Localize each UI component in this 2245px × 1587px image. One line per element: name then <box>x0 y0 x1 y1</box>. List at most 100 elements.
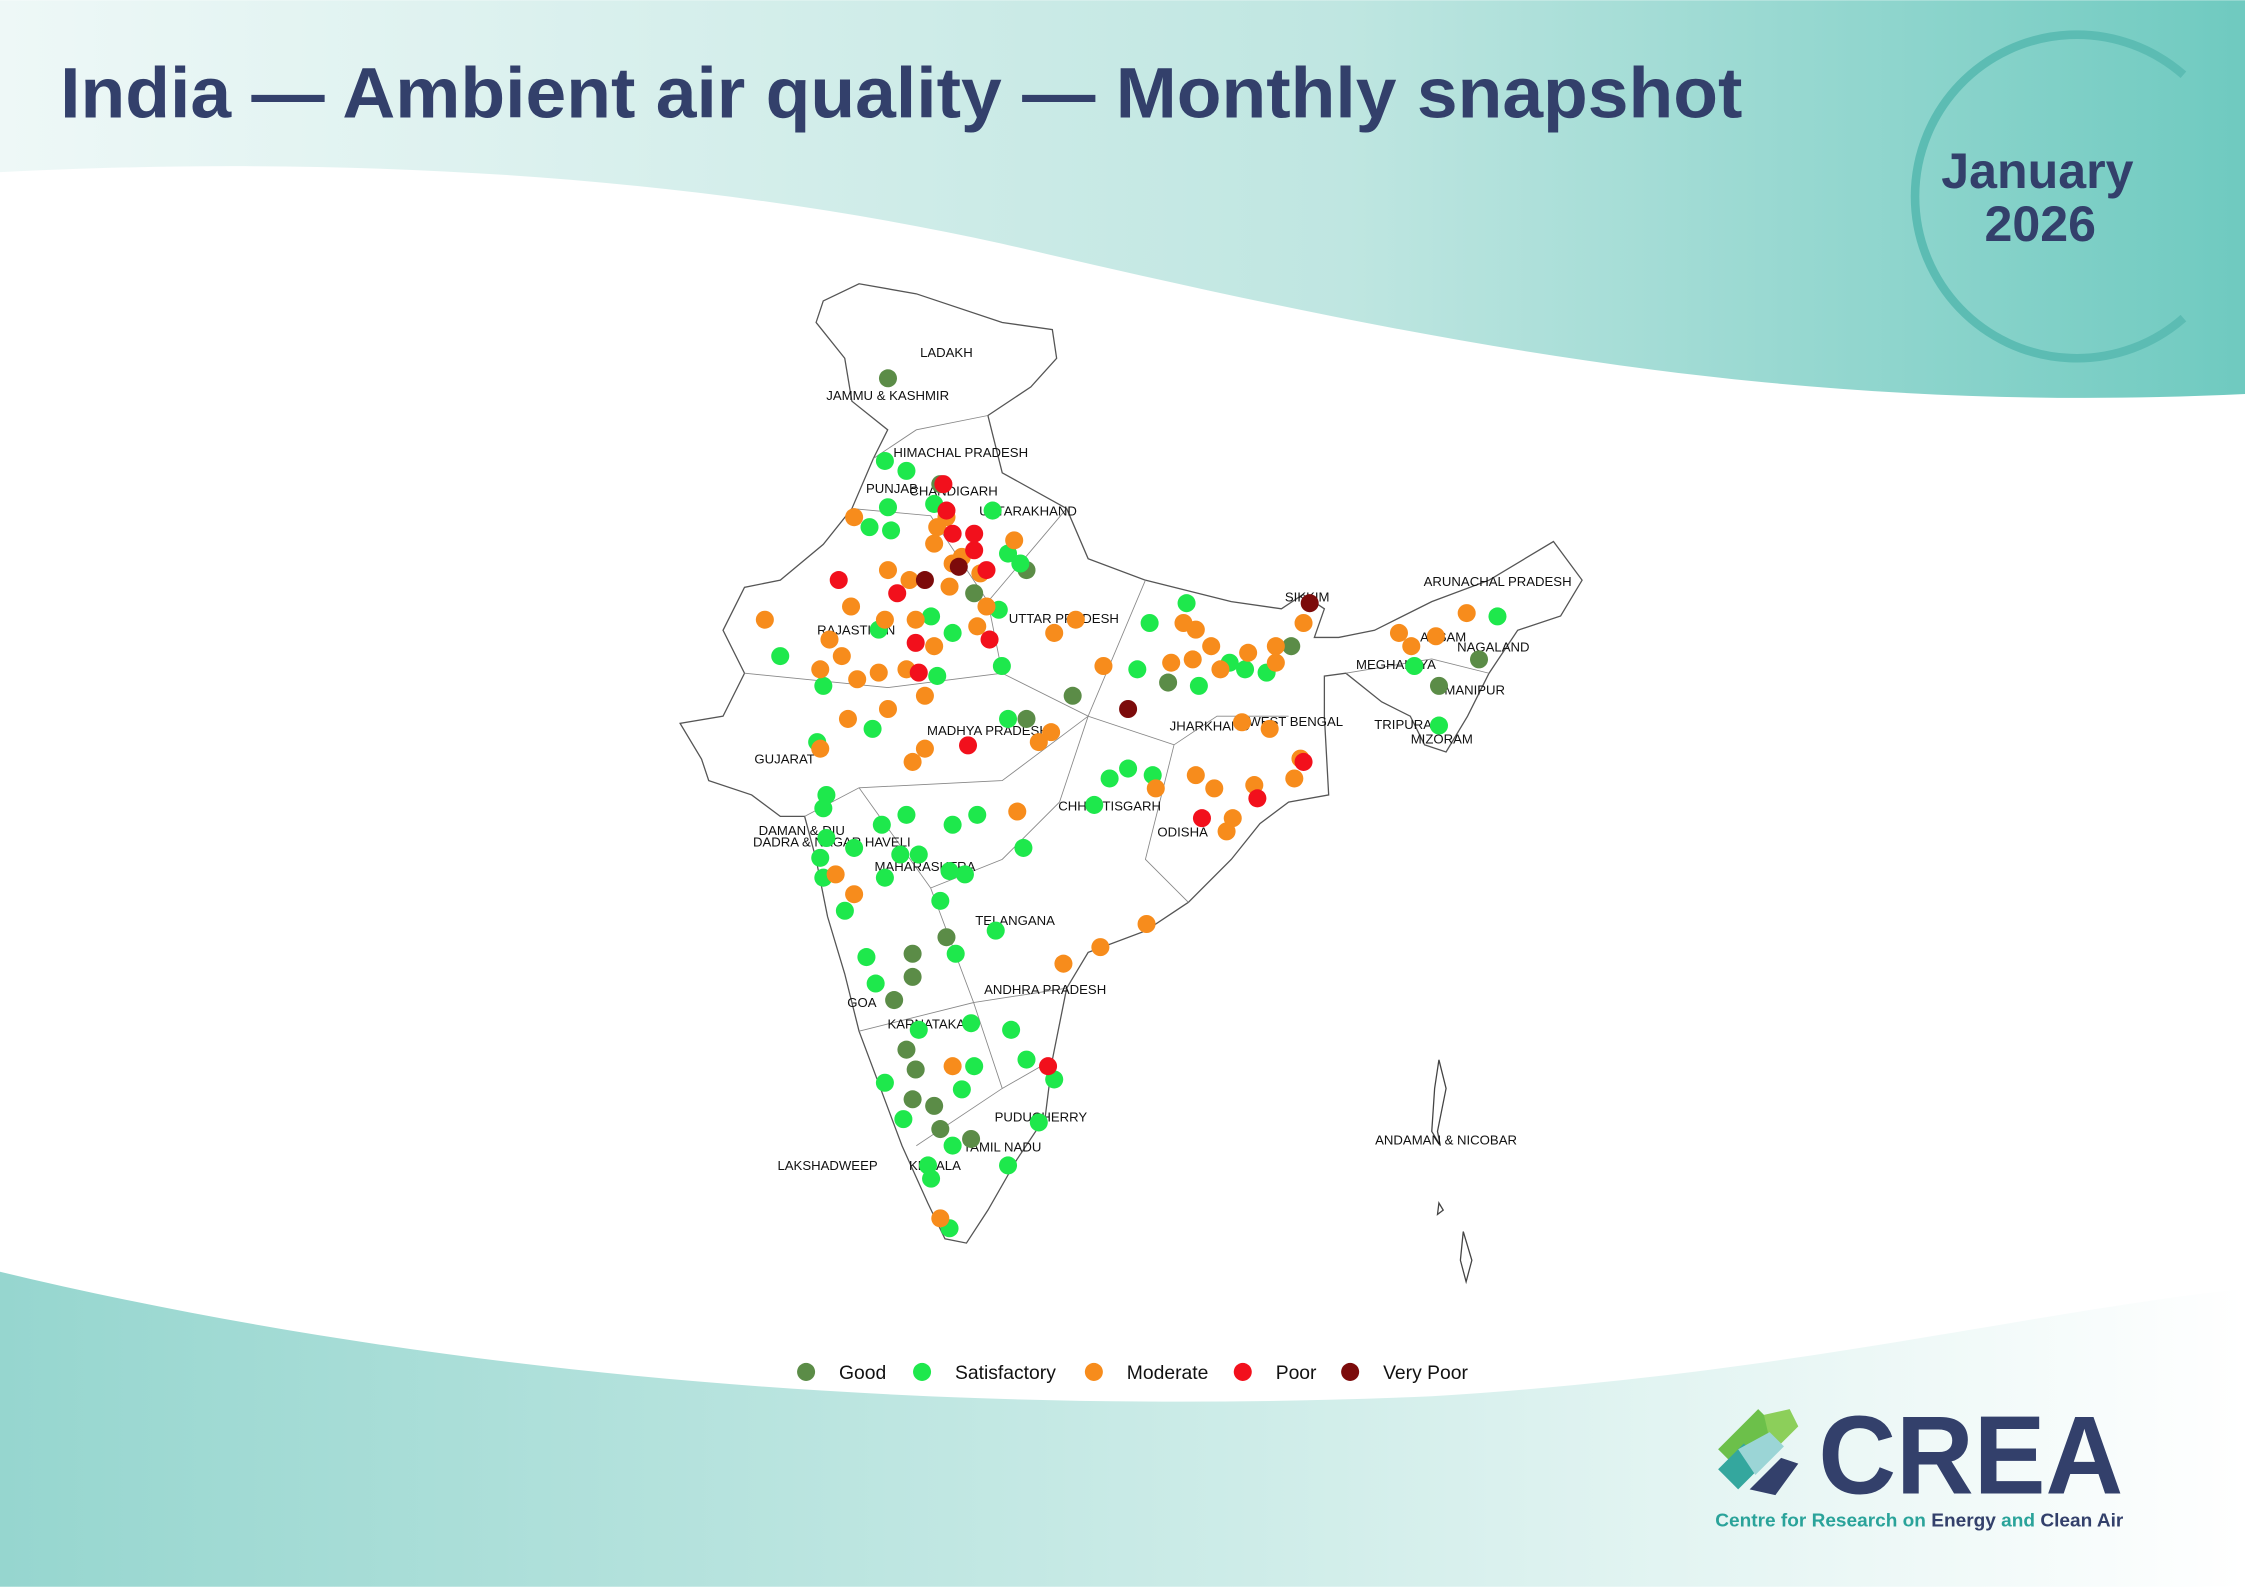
station <box>977 597 996 616</box>
region-label: TAMIL NADU <box>963 1139 1041 1154</box>
station <box>1005 531 1024 550</box>
station <box>1183 650 1202 669</box>
station <box>811 739 830 758</box>
station <box>968 805 987 824</box>
stations <box>755 369 1507 1238</box>
station <box>857 948 876 967</box>
legend: Good Satisfactory Moderate Poor Very Poor <box>797 1362 1468 1384</box>
station <box>968 617 987 636</box>
station <box>1211 660 1230 679</box>
station <box>848 670 867 689</box>
station <box>1239 643 1258 662</box>
legend-label: Poor <box>1276 1363 1317 1384</box>
station <box>952 1080 971 1099</box>
station <box>999 1156 1018 1175</box>
region-label: PUNJAB <box>866 481 918 496</box>
tagline-part: Centre for Research on <box>1715 1511 1926 1532</box>
top-wave <box>0 0 2245 398</box>
station <box>1294 614 1313 633</box>
logo-name: CREA <box>1818 1393 2123 1518</box>
station <box>1029 733 1048 752</box>
station <box>940 577 959 596</box>
station <box>925 1096 944 1115</box>
region-label: ARUNACHAL PRADESH <box>1424 574 1572 589</box>
legend-label: Very Poor <box>1383 1363 1468 1384</box>
station <box>1066 610 1085 629</box>
station <box>943 1057 962 1076</box>
station <box>934 475 953 494</box>
station <box>1008 802 1027 821</box>
station <box>885 991 904 1010</box>
station <box>1029 1113 1048 1132</box>
station <box>1202 637 1221 656</box>
station <box>1039 1057 1058 1076</box>
station <box>937 928 956 947</box>
station <box>1146 779 1165 798</box>
station <box>845 885 864 904</box>
station <box>915 571 934 590</box>
station <box>1426 627 1445 646</box>
station <box>928 666 947 685</box>
station <box>897 461 916 480</box>
region-label: GOA <box>847 995 876 1010</box>
station <box>817 828 836 848</box>
station <box>915 686 934 705</box>
station <box>1405 656 1424 676</box>
station <box>983 501 1002 520</box>
station <box>999 709 1018 728</box>
station <box>943 1136 962 1155</box>
region-label: LAKSHADWEEP <box>777 1158 877 1173</box>
station <box>928 518 947 537</box>
station <box>1457 604 1476 623</box>
station <box>1192 809 1211 828</box>
station <box>875 868 894 887</box>
logo-tagline: Centre for Research on Energy and Clean … <box>1715 1511 2124 1532</box>
station <box>1285 769 1304 788</box>
legend-label: Moderate <box>1127 1363 1209 1384</box>
station <box>986 921 1005 940</box>
station <box>1042 723 1061 742</box>
crea-logo: CREA Centre for Research on Energy and C… <box>1715 1393 2124 1532</box>
station <box>1085 795 1104 814</box>
region-label: ANDAMAN & NICOBAR <box>1375 1132 1517 1147</box>
station <box>814 799 833 818</box>
logo-mark <box>1718 1409 1776 1467</box>
station <box>829 571 848 590</box>
legend-swatch <box>1233 1362 1252 1381</box>
tagline-part: Energy <box>1931 1511 1996 1532</box>
station <box>845 508 864 527</box>
region-label: ANDHRA PRADESH <box>984 982 1106 997</box>
station <box>878 561 897 580</box>
station <box>909 845 928 864</box>
station <box>962 1014 981 1033</box>
legend-swatch <box>797 1362 816 1381</box>
station <box>771 647 790 666</box>
station <box>878 699 897 719</box>
station <box>1140 614 1159 633</box>
region-label: JAMMU & KASHMIR <box>826 388 949 403</box>
station <box>1429 716 1449 735</box>
station <box>1177 594 1196 613</box>
station <box>1217 822 1236 841</box>
station <box>878 498 897 517</box>
station <box>903 1090 922 1109</box>
station <box>1205 779 1224 798</box>
region-label: HIMACHAL PRADESH <box>893 445 1028 460</box>
station <box>832 647 851 666</box>
year: 2026 <box>1985 196 2096 252</box>
station <box>965 524 984 543</box>
station <box>900 571 919 590</box>
station <box>931 1209 950 1228</box>
region-label: TRIPURA <box>1374 717 1432 732</box>
station <box>1488 607 1507 626</box>
region-label: TELANGANA <box>975 913 1055 928</box>
station <box>1186 620 1205 639</box>
station <box>826 865 845 884</box>
station <box>925 534 944 553</box>
station <box>909 663 928 682</box>
region-label: LADAKH <box>920 345 973 360</box>
station <box>943 623 962 642</box>
region-label: JHARKHAND <box>1170 719 1250 734</box>
station <box>1469 650 1489 669</box>
station <box>1017 709 1036 728</box>
